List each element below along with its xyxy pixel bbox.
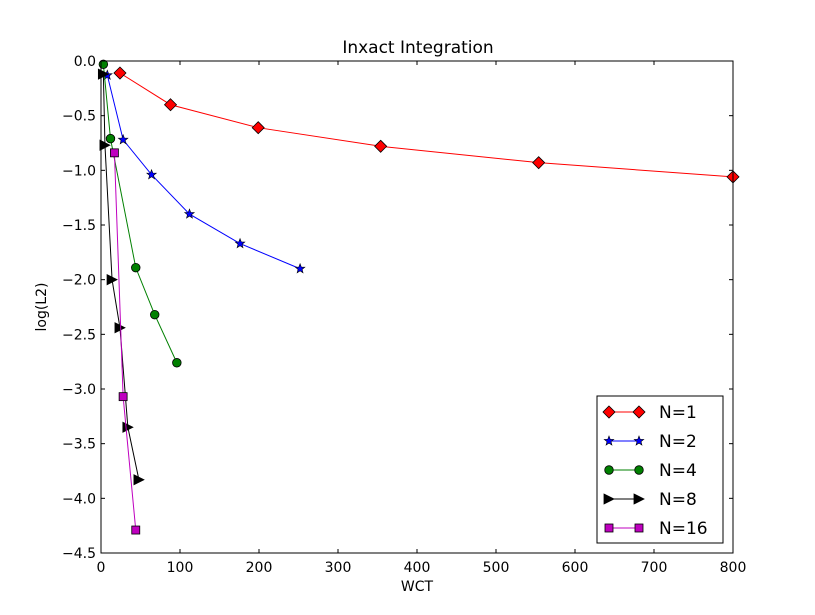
legend-marker-n2 <box>633 435 645 446</box>
data-point-n2 <box>294 262 306 274</box>
y-axis-title: log(L2) <box>34 283 50 332</box>
x-tick-label: 200 <box>246 560 273 576</box>
x-tick-label: 500 <box>483 560 510 576</box>
legend-marker-n8 <box>603 493 615 505</box>
data-point-n2 <box>234 237 246 249</box>
data-point-n16 <box>131 525 141 535</box>
legend-label-n16: N=16 <box>659 519 708 539</box>
data-point-n16 <box>110 148 119 158</box>
data-point-n1 <box>532 156 546 170</box>
x-tick-label: 400 <box>404 560 431 576</box>
legend-marker-n4 <box>604 465 614 475</box>
data-point-n4 <box>150 309 160 320</box>
legend-marker-n16 <box>634 523 644 533</box>
y-tick-label: −2.5 <box>62 327 96 343</box>
legend-label-n2: N=2 <box>659 432 697 452</box>
x-axis-title: WCT <box>401 579 434 595</box>
legend-label-n1: N=1 <box>659 403 697 423</box>
data-point-n1 <box>251 121 265 135</box>
data-point-n4 <box>105 133 116 144</box>
y-tick-label: −3.0 <box>62 382 96 398</box>
x-tick-label: 100 <box>167 560 194 576</box>
data-point-n8 <box>133 474 145 486</box>
y-tick-label: −1.0 <box>62 163 96 179</box>
y-tick-label: −3.5 <box>62 437 96 453</box>
y-tick-label: −0.5 <box>62 109 96 125</box>
y-tick-label: −1.5 <box>62 218 96 234</box>
x-tick-label: 800 <box>720 560 747 576</box>
x-tick-label: 0 <box>97 560 106 576</box>
legend-marker-n1 <box>632 405 646 419</box>
series-line-n2 <box>106 75 301 270</box>
x-tick-label: 600 <box>562 560 589 576</box>
x-tick-label: 700 <box>641 560 668 576</box>
data-point-n2 <box>117 133 129 145</box>
y-tick-label: −2.0 <box>62 273 96 289</box>
x-tick-label: 300 <box>325 560 352 576</box>
legend-marker-n1 <box>602 405 616 419</box>
legend-marker-n4 <box>634 465 644 475</box>
data-point-n2 <box>145 168 158 180</box>
y-tick-label: −4.0 <box>62 491 96 507</box>
data-point-n1 <box>163 98 178 112</box>
data-point-n8 <box>114 322 126 334</box>
data-point-n1 <box>113 66 127 80</box>
legend-label-n4: N=4 <box>659 461 697 481</box>
chart-title: Inxact Integration <box>342 38 493 58</box>
legend-marker-n8 <box>633 493 645 505</box>
data-point-n4 <box>131 262 141 273</box>
series-line-n1 <box>119 72 734 178</box>
y-tick-label: −4.5 <box>62 546 96 562</box>
y-tick-label: 0.0 <box>74 54 96 70</box>
data-point-n16 <box>118 392 128 402</box>
legend: N=1 N=2 N=4 N=8 N=16 <box>596 395 724 544</box>
data-point-n1 <box>374 139 388 153</box>
data-point-n8 <box>99 139 111 151</box>
data-point-n4 <box>172 358 182 368</box>
legend-marker-n16 <box>604 523 614 533</box>
series-line-n4 <box>102 64 178 363</box>
series-line-n8 <box>102 74 140 480</box>
legend-marker-n2 <box>603 435 615 446</box>
data-point-n8 <box>106 274 118 286</box>
legend-label-n8: N=8 <box>659 490 697 510</box>
data-point-n2 <box>183 208 196 219</box>
series-line-n16 <box>113 152 137 531</box>
